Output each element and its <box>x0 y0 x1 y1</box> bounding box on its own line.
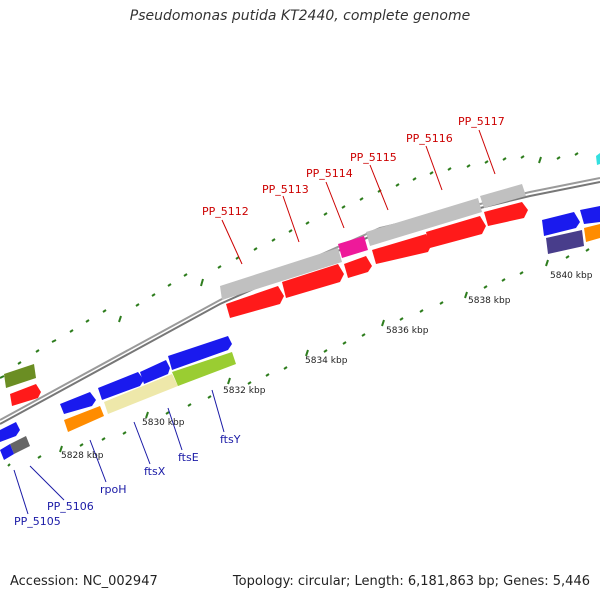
gene-blue-3[interactable] <box>140 360 170 384</box>
gene-gray-left[interactable] <box>10 436 30 454</box>
label-pp-5117[interactable]: PP_5117 <box>458 115 505 128</box>
label-pp-5105[interactable]: PP_5105 <box>14 515 61 528</box>
label-pp-5106[interactable]: PP_5106 <box>47 500 94 513</box>
gene-blue-right-2[interactable] <box>580 206 600 224</box>
gene-pink-5114[interactable] <box>338 236 368 258</box>
gene-blue-2[interactable] <box>98 372 144 400</box>
gene-red-5116[interactable] <box>426 216 486 248</box>
gene-red-5113[interactable] <box>282 264 344 298</box>
label-pp-5115[interactable]: PP_5115 <box>350 151 397 164</box>
gene-orange[interactable] <box>64 406 104 432</box>
label-ftsx[interactable]: ftsX <box>144 465 166 478</box>
gene-blue-4[interactable] <box>168 336 232 370</box>
inner-tick-ring <box>7 248 590 467</box>
label-pp-5112[interactable]: PP_5112 <box>202 205 249 218</box>
label-rpoh[interactable]: rpoH <box>100 483 127 496</box>
label-ftse[interactable]: ftsE <box>178 451 199 464</box>
gene-blue-right-1[interactable] <box>542 212 580 236</box>
tick-label-5838: 5838 kbp <box>468 296 511 306</box>
genome-summary-text: Topology: circular; Length: 6,181,863 bp… <box>232 574 590 589</box>
gene-blue-left-1[interactable] <box>0 422 20 442</box>
label-pp-5113[interactable]: PP_5113 <box>262 183 309 196</box>
gene-blue-left-2[interactable] <box>0 444 14 460</box>
gene-red-5114[interactable] <box>344 256 372 278</box>
red-leader-lines <box>221 129 496 265</box>
label-pp-5114[interactable]: PP_5114 <box>306 167 353 180</box>
gene-gray-5115[interactable] <box>366 198 482 246</box>
gene-navy-right[interactable] <box>546 230 584 254</box>
gene-gray-5112[interactable] <box>220 248 342 300</box>
tick-label-5830: 5830 kbp <box>142 418 185 428</box>
gene-blue-1[interactable] <box>60 392 96 414</box>
tick-label-5840: 5840 kbp <box>550 271 593 281</box>
gene-red-small[interactable] <box>10 384 41 406</box>
accession-text: Accession: NC_002947 <box>10 574 158 589</box>
tick-label-5828: 5828 kbp <box>61 451 104 461</box>
gene-red-5117[interactable] <box>484 202 528 226</box>
tick-label-5834: 5834 kbp <box>305 356 348 366</box>
gene-green-ftsY[interactable] <box>172 352 236 386</box>
tick-label-5832: 5832 kbp <box>223 386 266 396</box>
cyan-gene-partial[interactable] <box>596 153 600 165</box>
gene-olive[interactable] <box>4 364 36 388</box>
tick-label-5836: 5836 kbp <box>386 326 429 336</box>
genome-title: Pseudomonas putida KT2440, complete geno… <box>129 8 471 24</box>
gene-khaki-ftsX[interactable] <box>104 374 178 414</box>
gene-gray-5117[interactable] <box>480 184 526 208</box>
label-pp-5116[interactable]: PP_5116 <box>406 132 453 145</box>
gene-red-5112[interactable] <box>226 286 284 318</box>
blue-leader-lines <box>13 389 225 515</box>
gene-red-5115[interactable] <box>372 234 432 264</box>
gene-orange-right[interactable] <box>584 224 600 242</box>
label-ftsy[interactable]: ftsY <box>220 433 241 446</box>
